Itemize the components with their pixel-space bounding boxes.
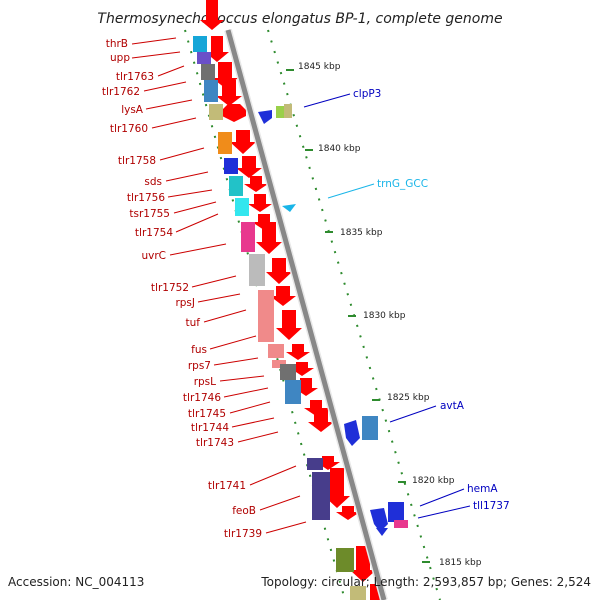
- leader-clpP3: [303, 93, 351, 108]
- gene-box-tlr1741[interactable]: [307, 458, 323, 470]
- scale-tick-label: 1825 kbp: [387, 393, 430, 403]
- gene-arrow[interactable]: [256, 222, 282, 254]
- scale-tick-label: 1840 kbp: [318, 144, 361, 154]
- gene-box-tlr1762[interactable]: [204, 80, 218, 102]
- avtA-arrow[interactable]: [344, 420, 360, 446]
- gene-label-tlr1745[interactable]: tlr1745: [188, 408, 226, 420]
- gene-arrow[interactable]: [276, 310, 302, 340]
- scale-tick-label: 1845 kbp: [298, 62, 341, 72]
- gene-label-tlr1763[interactable]: tlr1763: [116, 71, 154, 83]
- gene-arrow[interactable]: [244, 176, 268, 192]
- avtA-box[interactable]: [362, 416, 378, 440]
- gene-arrow[interactable]: [270, 286, 296, 306]
- gene-label-tlr1760[interactable]: tlr1760: [110, 123, 148, 135]
- gene-label-tlr1741[interactable]: tlr1741: [208, 480, 246, 492]
- gene-arrow[interactable]: [266, 258, 292, 284]
- accession-text: Accession: NC_004113: [8, 575, 144, 589]
- gene-box-upp[interactable]: [197, 52, 211, 64]
- trnG-mark[interactable]: [282, 204, 296, 212]
- gene-box-tuf[interactable]: [258, 290, 274, 342]
- gene-label-tlr1744[interactable]: tlr1744: [191, 422, 229, 434]
- gene-box-tlr1745[interactable]: [285, 380, 301, 404]
- gene-label-hemA[interactable]: hemA: [467, 483, 498, 495]
- gene-label-upp[interactable]: upp: [110, 52, 130, 64]
- gene-label-tll1737[interactable]: tll1737: [473, 500, 510, 512]
- topology-summary: Topology: circular; Length: 2,593,857 bp…: [260, 575, 591, 589]
- leader-trnG: [327, 183, 375, 199]
- gene-box-tlr1754[interactable]: [235, 198, 249, 216]
- map-title: Thermosynechococcus elongatus BP-1, comp…: [97, 11, 502, 27]
- gene-boxes: [193, 36, 366, 600]
- gene-label-rpsL[interactable]: rpsL: [194, 376, 216, 388]
- scale-tick-label: 1815 kbp: [439, 558, 482, 568]
- gene-label-fus[interactable]: fus: [191, 344, 207, 356]
- gene-label-clpP3[interactable]: clpP3: [353, 88, 381, 100]
- gene-label-avtA[interactable]: avtA: [440, 400, 465, 412]
- gene-arrow[interactable]: [230, 130, 256, 154]
- gene-arrow[interactable]: [222, 104, 246, 122]
- gene-box-tlr1763[interactable]: [201, 64, 215, 80]
- gene-box-tlr1758[interactable]: [218, 132, 232, 154]
- hemA-arrow[interactable]: [370, 508, 388, 532]
- gene-box-tlr1739[interactable]: [336, 548, 354, 572]
- gene-label-tsr1755[interactable]: tsr1755: [129, 208, 170, 220]
- scale-tick-label: 1830 kbp: [363, 311, 406, 321]
- gene-box-next[interactable]: [350, 586, 366, 600]
- gene-label-tlr1762[interactable]: tlr1762: [102, 86, 140, 98]
- tll1737-box-2[interactable]: [394, 520, 408, 528]
- gene-arrow[interactable]: [324, 468, 350, 508]
- gene-label-rps7[interactable]: rps7: [188, 360, 211, 372]
- reverse-gene-marks: [258, 104, 408, 536]
- gene-box-tlr1746[interactable]: [280, 364, 296, 380]
- gene-label-uvrC[interactable]: uvrC: [141, 250, 166, 262]
- gene-label-tlr1754[interactable]: tlr1754: [135, 227, 173, 239]
- scale-tick-label: 1820 kbp: [412, 476, 455, 486]
- gene-label-tlr1756[interactable]: tlr1756: [127, 192, 165, 204]
- gene-box-sds[interactable]: [224, 158, 238, 174]
- leader-hemA: [419, 488, 465, 507]
- gene-box-rps7[interactable]: [268, 344, 284, 358]
- gene-arrow[interactable]: [216, 80, 242, 106]
- tll1737-arrow[interactable]: [376, 528, 388, 536]
- gene-arrow[interactable]: [308, 408, 334, 432]
- gene-label-lysA[interactable]: lysA: [121, 104, 144, 116]
- gene-label-tlr1739[interactable]: tlr1739: [224, 528, 262, 540]
- gene-label-feoB[interactable]: feoB: [232, 505, 256, 517]
- leader-avtA: [389, 405, 437, 423]
- gene-box-uvrC[interactable]: [241, 222, 255, 252]
- gene-label-tlr1752[interactable]: tlr1752: [151, 282, 189, 294]
- gene-label-rpsJ[interactable]: rpsJ: [175, 297, 195, 309]
- gene-box-tlr1756[interactable]: [229, 176, 243, 196]
- gene-arrow[interactable]: [286, 344, 310, 360]
- gene-box-lysA[interactable]: [209, 104, 223, 120]
- gene-label-tlr1743[interactable]: tlr1743: [196, 437, 234, 449]
- left-leaders: [131, 37, 307, 534]
- gene-label-tlr1758[interactable]: tlr1758: [118, 155, 156, 167]
- gene-arrow[interactable]: [236, 156, 262, 178]
- gene-arrow[interactable]: [200, 0, 224, 30]
- clpP3-box[interactable]: [276, 106, 284, 118]
- scale-tick-label: 1835 kbp: [340, 228, 383, 238]
- right-gene-labels: clpP3 trnG_GCC avtA hemA tll1737: [303, 88, 510, 519]
- gene-box-tlr1752[interactable]: [249, 254, 265, 286]
- gene-box-thrB[interactable]: [193, 36, 207, 52]
- gene-label-thrB[interactable]: thrB: [106, 38, 128, 50]
- leader-tll1737: [417, 505, 471, 519]
- clpP3-arrow[interactable]: [258, 110, 272, 124]
- genome-backbone-core: [225, 29, 387, 600]
- gene-box-rpsL[interactable]: [272, 360, 286, 368]
- gene-label-sds[interactable]: sds: [144, 176, 162, 188]
- left-gene-labels: thrB upp tlr1763 tlr1762 lysA tlr1760 tl…: [102, 38, 262, 540]
- clpP3-box-2[interactable]: [284, 104, 292, 118]
- gene-arrow[interactable]: [336, 506, 360, 520]
- gene-box-feoB[interactable]: [312, 472, 330, 520]
- scale-ticks: 1845 kbp 1840 kbp 1835 kbp 1830 kbp 1825…: [286, 62, 482, 568]
- gene-arrow[interactable]: [248, 194, 272, 212]
- gene-label-tuf[interactable]: tuf: [186, 317, 201, 329]
- tll1737-box[interactable]: [388, 502, 404, 522]
- gene-label-tlr1746[interactable]: tlr1746: [183, 392, 221, 404]
- gene-label-trnG_GCC[interactable]: trnG_GCC: [377, 178, 428, 190]
